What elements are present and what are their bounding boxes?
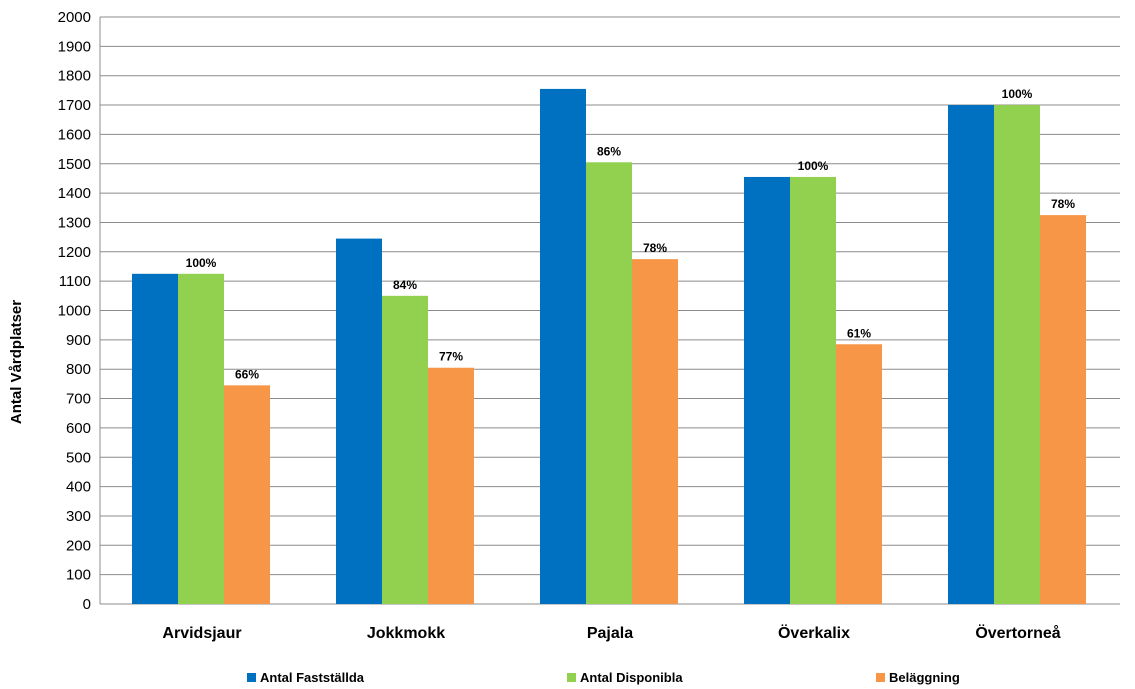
- bar: [1040, 215, 1086, 605]
- data-label: 86%: [597, 144, 621, 158]
- bar: [132, 273, 178, 604]
- data-label: 100%: [1002, 87, 1033, 101]
- bar: [994, 105, 1040, 605]
- data-label: 100%: [186, 256, 217, 270]
- x-category-label: Jokkmokk: [367, 625, 445, 642]
- y-tick-label: 600: [66, 420, 91, 437]
- y-tick-label: 1700: [58, 97, 91, 114]
- x-category-label: Överkalix: [778, 623, 850, 642]
- bars: [132, 88, 1086, 605]
- y-tick-label: 100: [66, 567, 91, 584]
- bar: [382, 295, 428, 604]
- bar: [586, 162, 632, 604]
- data-label: 84%: [393, 278, 417, 292]
- data-label: 78%: [643, 241, 667, 255]
- bar: [428, 367, 474, 604]
- bar: [224, 385, 270, 604]
- y-tick-label: 700: [66, 391, 91, 408]
- data-label: 66%: [235, 367, 259, 381]
- y-axis-ticks: 0 100 200 300 400 500 600 700 800 900 1000 1100 1200…: [58, 9, 91, 613]
- y-tick-label: 1900: [58, 38, 91, 55]
- y-axis-title: Antal Vårdplatser: [8, 300, 25, 424]
- data-labels: 100% 66% 84% 77% 86% 78% 100% 61% 100% 78%: [186, 87, 1076, 381]
- x-category-label: Pajala: [587, 625, 633, 642]
- y-tick-label: 1200: [58, 244, 91, 261]
- data-label: 77%: [439, 350, 463, 364]
- y-tick-label: 1500: [58, 156, 91, 173]
- legend-label: Antal Fastställda: [260, 670, 365, 685]
- bar: [948, 105, 994, 605]
- y-tick-label: 400: [66, 479, 91, 496]
- bar: [336, 238, 382, 604]
- data-label: 78%: [1051, 197, 1075, 211]
- y-tick-label: 500: [66, 449, 91, 466]
- y-tick-label: 2000: [58, 9, 91, 26]
- x-category-label: Arvidsjaur: [162, 625, 241, 642]
- data-label: 100%: [798, 159, 829, 173]
- bar: [632, 259, 678, 604]
- y-tick-label: 1000: [58, 303, 91, 320]
- bar: [178, 273, 224, 604]
- x-category-label: Övertorneå: [975, 623, 1060, 642]
- legend-swatch: [247, 673, 256, 682]
- legend-label: Antal Disponibla: [580, 670, 683, 685]
- legend: Antal Fastställda Antal Disponibla Beläggn…: [247, 670, 960, 685]
- y-tick-label: 800: [66, 361, 91, 378]
- data-label: 61%: [847, 326, 871, 340]
- y-tick-label: 200: [66, 537, 91, 554]
- legend-swatch: [567, 673, 576, 682]
- x-axis-categories: Arvidsjaur Jokkmokk Pajala Överkalix Övertor…: [162, 623, 1060, 642]
- legend-swatch: [876, 673, 885, 682]
- y-tick-label: 1400: [58, 185, 91, 202]
- y-tick-label: 1100: [59, 273, 91, 290]
- bar: [744, 176, 790, 604]
- y-tick-label: 1600: [58, 126, 91, 143]
- y-tick-label: 300: [66, 508, 91, 525]
- bar: [540, 88, 586, 605]
- y-tick-label: 1300: [58, 214, 91, 231]
- legend-label: Beläggning: [889, 670, 960, 685]
- y-tick-label: 900: [66, 332, 91, 349]
- bar: [836, 344, 882, 604]
- bar: [790, 176, 836, 604]
- y-tick-label: 0: [83, 596, 91, 613]
- y-tick-label: 1800: [58, 68, 91, 85]
